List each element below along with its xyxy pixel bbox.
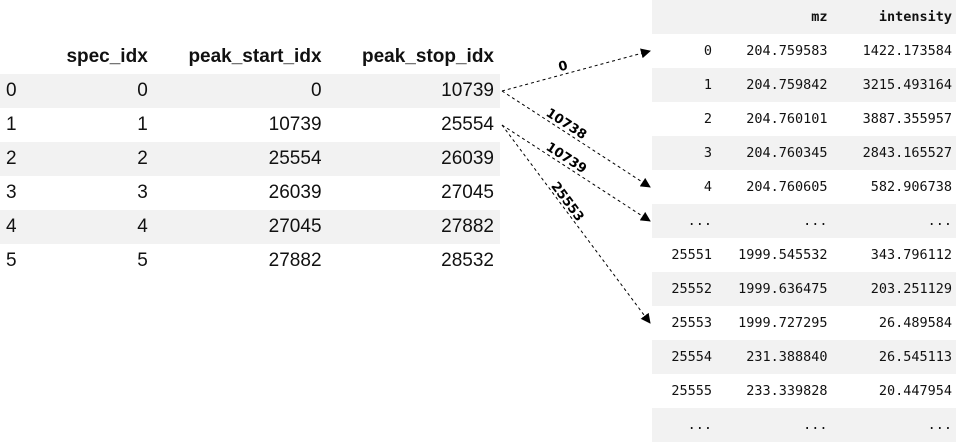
left-cell: 26039 [441, 148, 494, 169]
left-cell: 4 [137, 216, 148, 237]
mapping-arrow [501, 124, 651, 222]
mapping-arrow [501, 90, 651, 188]
right-cell: 4 [703, 179, 712, 195]
left-row: 4 4 27045 27882 [0, 210, 500, 244]
right-cell: 204.759583 [746, 43, 828, 59]
left-cell: 1 [137, 114, 148, 135]
right-cell: 25555 [671, 383, 712, 399]
right-cell: 204.759842 [746, 77, 828, 93]
right-row: 3 204.760345 2843.165527 [652, 136, 956, 170]
left-cell: 1 [6, 114, 17, 135]
left-row: 1 1 10739 25554 [0, 108, 500, 142]
right-cell: 203.251129 [870, 281, 952, 297]
left-cell: 2 [6, 148, 17, 169]
right-header-row: mz intensity [652, 0, 956, 34]
left-header-row: spec_idx peak_start_idx peak_stop_idx [0, 40, 500, 74]
mapping-arrow-label: 25553 [547, 179, 586, 224]
right-row: 0 204.759583 1422.173584 [652, 34, 956, 68]
mapping-arrow [501, 124, 651, 324]
left-cell: 5 [6, 250, 17, 271]
left-cell: 0 [137, 80, 148, 101]
left-header-index [0, 40, 42, 74]
left-cell: 5 [137, 250, 148, 271]
left-cell: 4 [6, 216, 17, 237]
right-cell: 25553 [671, 315, 712, 331]
right-cell: ... [927, 213, 952, 229]
right-row: ......... [652, 408, 956, 442]
right-cell: 1422.173584 [862, 43, 952, 59]
right-row: 4 204.760605 582.906738 [652, 170, 956, 204]
right-cell: 26.545113 [878, 349, 952, 365]
right-cell: 20.447954 [878, 383, 952, 399]
right-row: 2 204.760101 3887.355957 [652, 102, 956, 136]
right-row: 25551 1999.545532 343.796112 [652, 238, 956, 272]
right-row: 25554 231.388840 26.545113 [652, 340, 956, 374]
right-cell: 25554 [671, 349, 712, 365]
left-cell: 25554 [441, 114, 494, 135]
left-cell: 0 [310, 80, 322, 101]
left-cell: 0 [6, 80, 17, 101]
right-cell: 0 [703, 43, 712, 59]
right-row: 1 204.759842 3215.493164 [652, 68, 956, 102]
left-cell: 27045 [268, 216, 322, 237]
right-cell: 231.388840 [746, 349, 828, 365]
left-row: 5 5 27882 28532 [0, 244, 500, 278]
left-header-spec-idx: spec_idx [42, 40, 154, 74]
right-cell: 343.796112 [870, 247, 952, 263]
mapping-arrow-label: 10739 [543, 140, 589, 177]
left-row: 3 3 26039 27045 [0, 176, 500, 210]
left-header-peak-start-idx: peak_start_idx [153, 40, 328, 74]
right-header-mz: mz [811, 9, 828, 25]
left-cell: 26039 [268, 182, 322, 203]
left-cell: 25554 [268, 148, 322, 169]
peak-table: mz intensity 0 204.759583 1422.173584 1 204.… [652, 0, 956, 442]
right-cell: ... [803, 213, 828, 229]
right-cell: ... [687, 417, 712, 433]
right-cell: 3887.355957 [862, 111, 952, 127]
right-cell: 2 [703, 111, 712, 127]
left-row: 0 0 0 10739 [0, 74, 500, 108]
left-cell: 10739 [268, 114, 322, 135]
right-cell: 204.760101 [746, 111, 828, 127]
left-cell: 10739 [441, 80, 494, 101]
right-cell: 3 [703, 145, 712, 161]
left-cell: 3 [137, 182, 148, 203]
right-cell: 2843.165527 [862, 145, 952, 161]
right-row: 25555 233.339828 20.447954 [652, 374, 956, 408]
left-header-peak-stop-idx: peak_stop_idx [327, 40, 500, 74]
right-cell: 1999.636475 [738, 281, 828, 297]
left-cell: 28532 [441, 250, 494, 271]
right-cell: 1999.727295 [738, 315, 828, 331]
right-row: 25553 1999.727295 26.489584 [652, 306, 956, 340]
mapping-arrow-label: 10738 [543, 106, 589, 143]
mapping-arrow [501, 48, 651, 92]
right-cell: ... [927, 417, 952, 433]
right-cell: 1 [703, 77, 712, 93]
right-cell: 25552 [671, 281, 712, 297]
left-row: 2 2 25554 26039 [0, 142, 500, 176]
right-cell: 25551 [671, 247, 712, 263]
mapping-arrow-label: 0 [557, 58, 570, 75]
right-cell: 3215.493164 [862, 77, 952, 93]
right-cell: 26.489584 [878, 315, 952, 331]
left-cell: 27882 [441, 216, 494, 237]
right-header-intensity: intensity [878, 9, 952, 25]
right-cell: 233.339828 [746, 383, 828, 399]
right-cell: 582.906738 [870, 179, 952, 195]
right-cell: 204.760605 [746, 179, 828, 195]
right-header-index [652, 0, 716, 34]
left-cell: 27882 [268, 250, 322, 271]
right-cell: ... [687, 213, 712, 229]
right-row: 25552 1999.636475 203.251129 [652, 272, 956, 306]
right-cell: 1999.545532 [738, 247, 828, 263]
right-cell: 204.760345 [746, 145, 828, 161]
left-cell: 2 [137, 148, 148, 169]
left-cell: 27045 [441, 182, 494, 203]
right-cell: ... [803, 417, 828, 433]
left-cell: 3 [6, 182, 17, 203]
right-row: ......... [652, 204, 956, 238]
